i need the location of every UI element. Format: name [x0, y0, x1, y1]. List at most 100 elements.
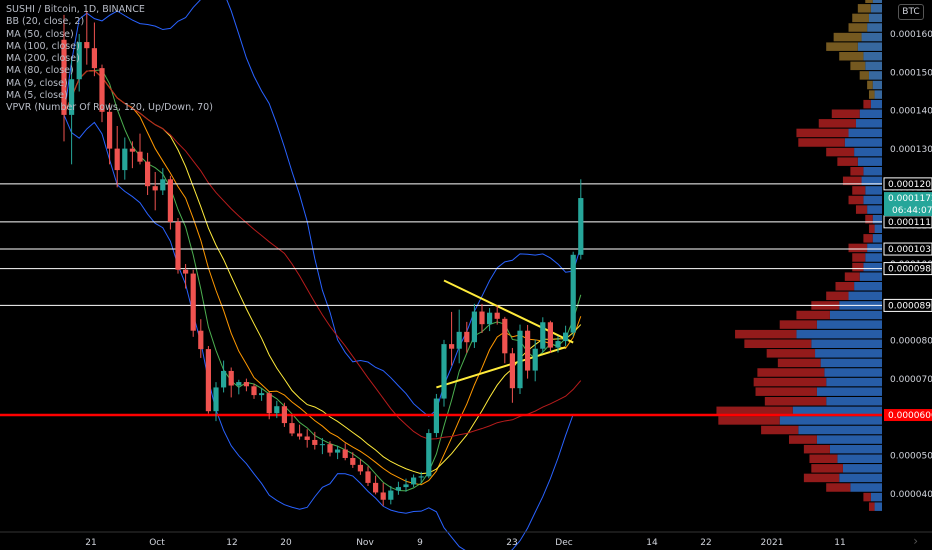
vp-bar-down: [852, 253, 866, 262]
candle-body: [388, 490, 394, 500]
candle-body: [175, 221, 181, 270]
candle-body: [380, 492, 386, 500]
candle-body: [540, 322, 546, 349]
candle-body: [411, 477, 417, 485]
legend-vpvr: VPVR (Number Of Rows, 120, Up/Down, 70): [6, 102, 213, 114]
vp-bar-up: [857, 42, 882, 51]
candle-body: [198, 330, 204, 350]
vp-bar-down: [811, 464, 843, 473]
legend-ma9: MA (9, close): [6, 77, 68, 89]
vp-bar-up: [844, 138, 882, 147]
candle-body: [190, 273, 196, 331]
candle-body: [418, 476, 424, 478]
candle-body: [84, 42, 90, 49]
vp-bar-down: [852, 13, 869, 23]
vp-bar-down: [848, 23, 868, 32]
chart-legend: SUSHI / Bitcoin, 1D, BINANCE BB (20, clo…: [6, 4, 213, 115]
vp-bar-up: [816, 320, 882, 329]
time-tick-label: 20: [280, 538, 292, 548]
vp-bar-up: [820, 358, 882, 368]
ma5-line: [63, 69, 582, 492]
candle-body: [433, 398, 439, 434]
candle-body: [532, 348, 538, 371]
vp-bar-down: [766, 349, 816, 358]
vp-bar-up: [865, 253, 882, 262]
vp-bar-down: [868, 502, 875, 511]
time-tick-label: Nov: [356, 538, 374, 548]
candle-body: [570, 254, 576, 333]
candle-body: [471, 311, 477, 343]
vp-bar-down: [818, 119, 856, 128]
candle-body: [517, 330, 523, 389]
vp-bar-down: [842, 176, 862, 186]
candle-body: [251, 386, 257, 396]
countdown-label: 06:44:07: [892, 206, 932, 216]
candle-body: [69, 79, 75, 115]
candle-body: [281, 406, 287, 424]
candle-body: [213, 387, 219, 412]
candle-body: [502, 318, 508, 354]
candle-body: [183, 269, 189, 274]
vp-bar-down: [857, 4, 871, 13]
candle-body: [145, 161, 151, 187]
vp-bar-down: [761, 425, 799, 435]
vp-bar-down: [803, 473, 840, 483]
vp-bar-down: [863, 99, 871, 109]
vp-bar-up: [839, 473, 882, 483]
vp-bar-up: [850, 483, 882, 492]
candle-body: [137, 151, 143, 162]
vp-bar-down: [852, 262, 864, 272]
candle-body: [357, 464, 363, 472]
bb-upper-line: [63, 0, 582, 418]
vp-bar-up: [868, 13, 882, 23]
candle-body: [122, 148, 128, 171]
vp-bar-up: [816, 435, 882, 444]
candle-body: [342, 449, 348, 458]
candle-body: [509, 353, 515, 389]
vp-bar-down: [809, 454, 838, 463]
vp-bar-down: [867, 80, 873, 90]
legend-title: SUSHI / Bitcoin, 1D, BINANCE: [6, 4, 145, 15]
price-level-label: 0.0000606: [888, 411, 932, 421]
candle-body: [335, 449, 341, 453]
vp-bar-up: [815, 349, 882, 358]
candle-body: [563, 332, 569, 342]
vp-bar-down: [833, 32, 862, 42]
vp-bar-down: [839, 52, 864, 61]
vp-bar-up: [863, 52, 882, 61]
vp-bar-down: [735, 329, 797, 339]
vp-bar-up: [874, 224, 882, 233]
vp-bar-up: [848, 128, 882, 138]
vp-bar-up: [872, 80, 882, 90]
vp-bar-down: [779, 320, 817, 329]
time-tick-label: 11: [834, 538, 845, 548]
candle-body: [312, 439, 318, 445]
price-level-badge: [883, 262, 932, 276]
current-price-label: 0.0001172: [888, 194, 932, 204]
vp-bar-up: [870, 99, 882, 109]
vp-bar-up: [863, 167, 882, 176]
vp-bar-up: [872, 0, 882, 3]
price-level-label: 0.0000892: [888, 301, 932, 311]
vp-bar-down: [755, 387, 817, 396]
triangle-upper-line: [443, 279, 574, 344]
scroll-right-icon[interactable]: ›: [913, 534, 918, 548]
vp-bar-up: [826, 377, 882, 387]
vp-bar-up: [811, 339, 882, 348]
candle-body: [494, 312, 500, 319]
legend-bb: BB (20, close, 2): [6, 16, 85, 28]
candle-body: [274, 406, 280, 414]
vp-bar-up: [870, 4, 882, 13]
currency-button[interactable]: BTC: [898, 4, 924, 20]
vp-bar-up: [837, 454, 882, 463]
bb-lower-line: [63, 114, 581, 550]
ma50-line: [63, 69, 582, 475]
vp-bar-up: [798, 425, 882, 435]
price-level-label: 0.0000988: [888, 265, 932, 275]
vp-bar-up: [857, 157, 882, 166]
price-level-badge: [883, 242, 932, 256]
